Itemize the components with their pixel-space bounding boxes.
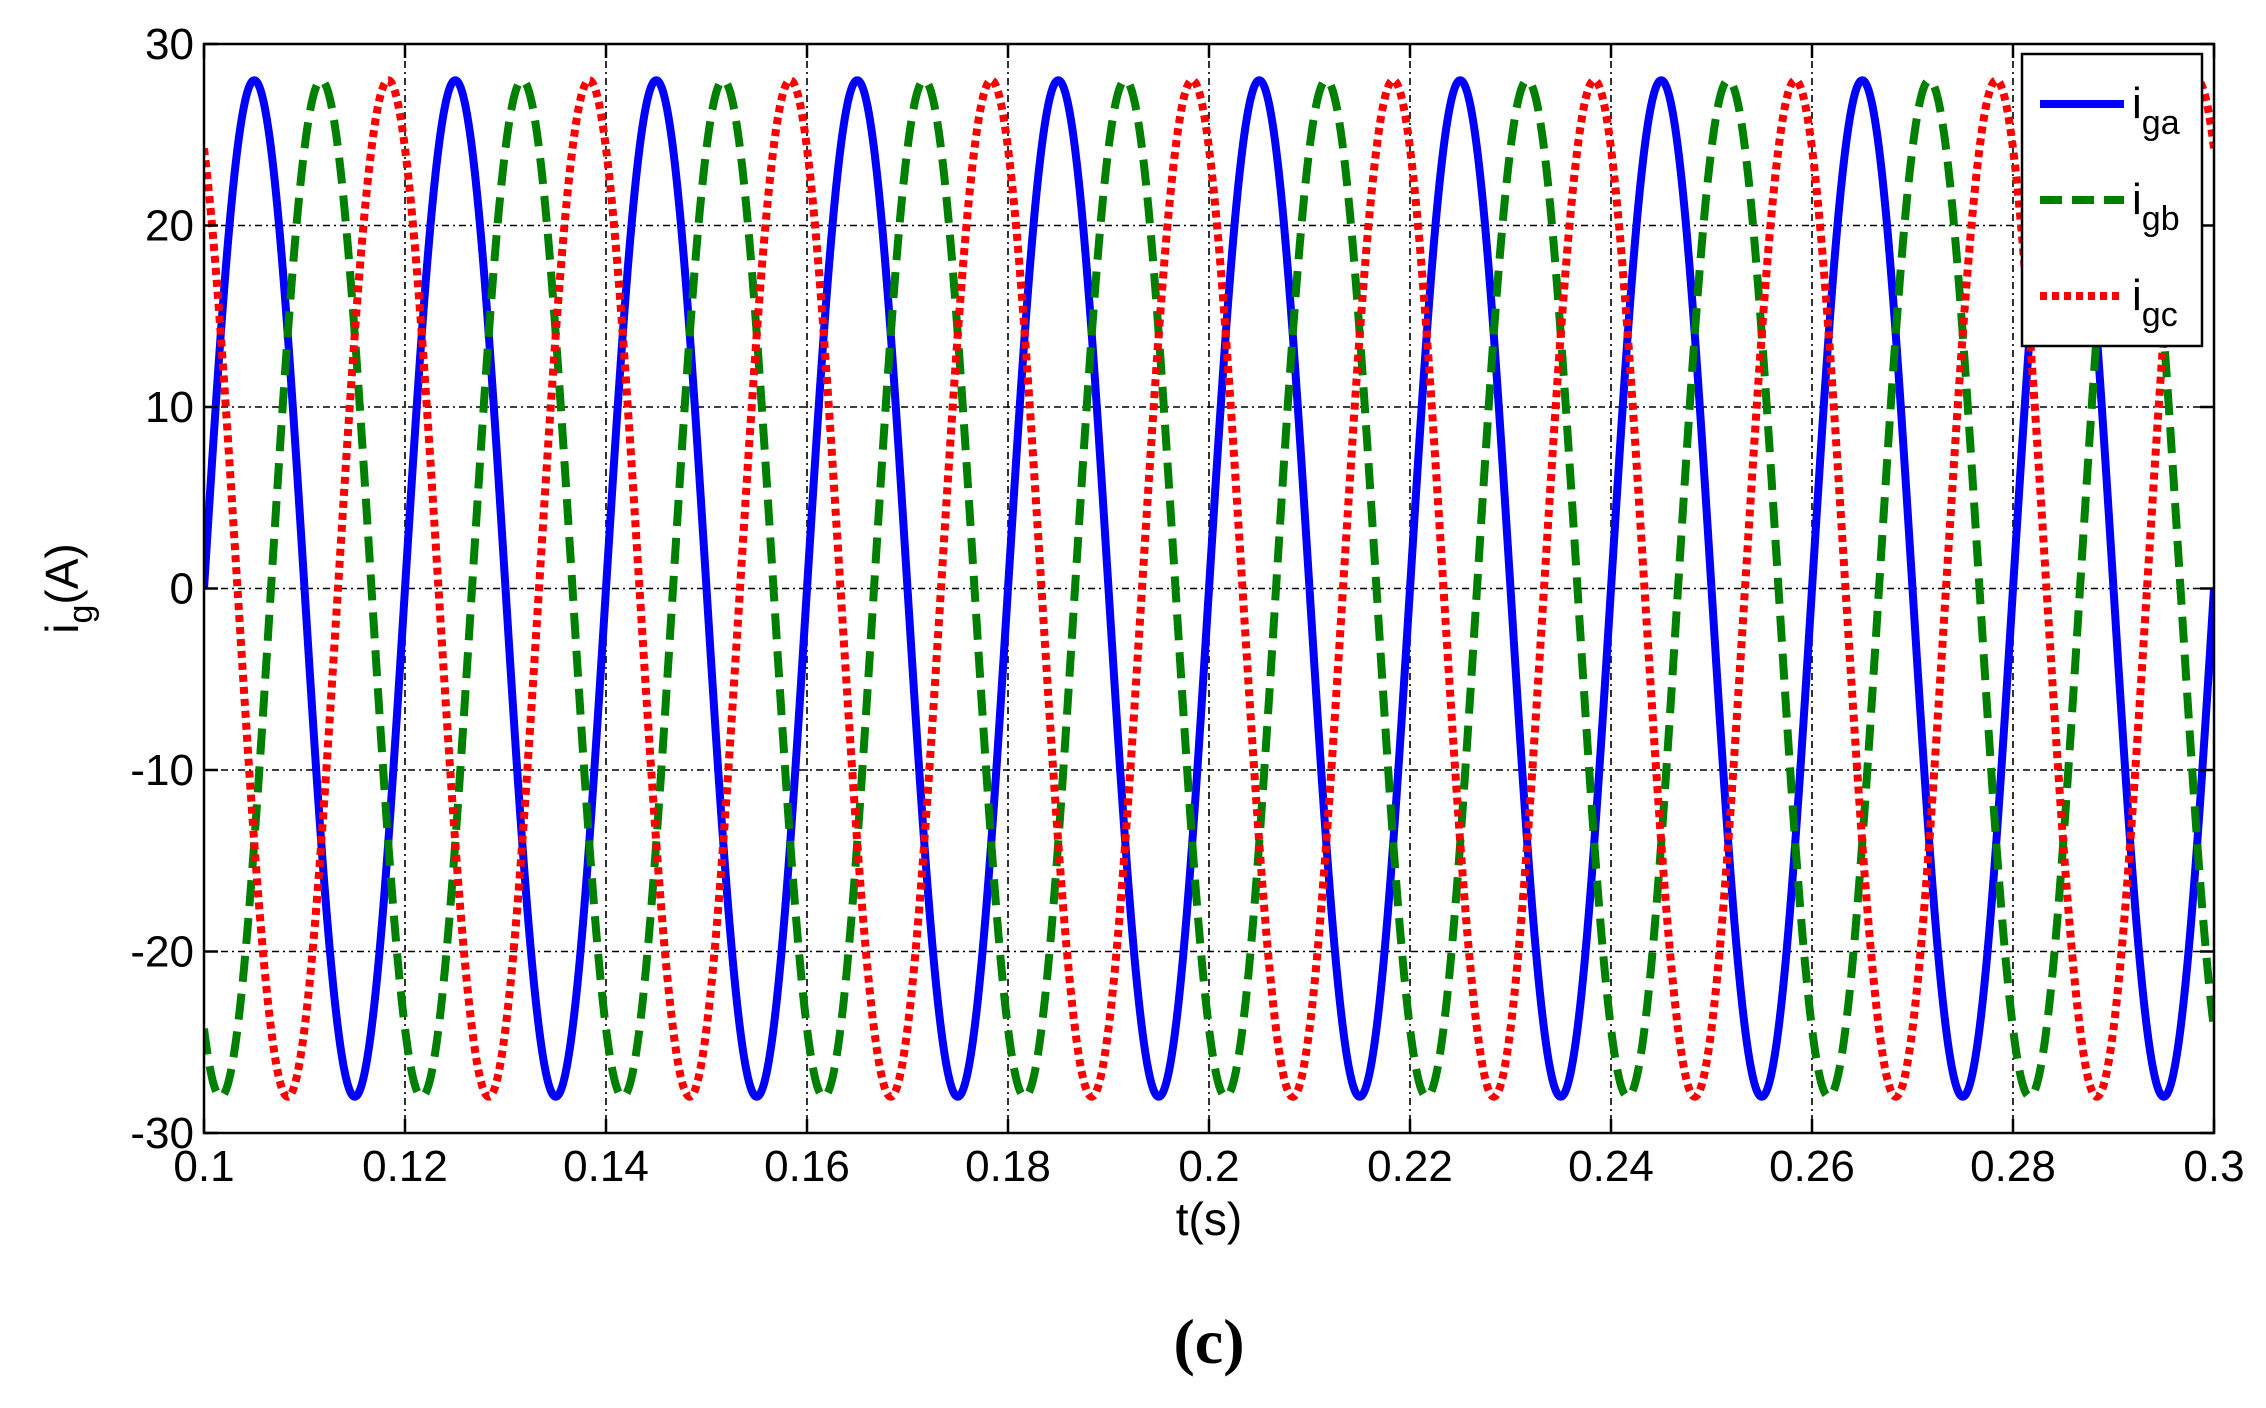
y-tick-label: 10: [145, 383, 194, 432]
x-tick-label: 0.24: [1568, 1142, 1654, 1191]
legend-entry: igb: [2040, 175, 2180, 238]
x-tick-label: 0.1: [173, 1142, 234, 1191]
y-tick-label: -20: [130, 928, 194, 977]
series-line-i-gc: [204, 76, 2214, 1101]
x-tick-label: 0.12: [362, 1142, 448, 1191]
y-axis-label: ig(A): [36, 543, 100, 633]
x-tick-label: 0.16: [764, 1142, 850, 1191]
y-axis-label-unit: (A): [36, 543, 88, 604]
y-tick-label: 30: [145, 20, 194, 69]
svg-text:ig(A): ig(A): [36, 543, 100, 633]
y-axis-label-subscript: g: [62, 605, 100, 624]
axis-ticks: [202, 42, 2216, 1135]
legend-entry: igc: [2040, 271, 2178, 334]
x-tick-label: 0.3: [2183, 1142, 2244, 1191]
y-tick-label: -10: [130, 746, 194, 795]
legend-entry: iga: [2040, 79, 2180, 142]
x-tick-label: 0.26: [1769, 1142, 1855, 1191]
series-line-i-gb: [204, 76, 2214, 1101]
legend-label: igc: [2132, 271, 2178, 334]
x-tick-label: 0.2: [1178, 1142, 1239, 1191]
x-tick-label: 0.28: [1970, 1142, 2056, 1191]
y-tick-label: 20: [145, 202, 194, 251]
series-line-i-ga: [204, 76, 2214, 1101]
x-tick-label: 0.14: [563, 1142, 649, 1191]
x-tick-labels: 0.1 0.12 0.14 0.16 0.18 0.2 0.22 0.24 0.26 0.28 0.…: [173, 1142, 2244, 1191]
legend-label: iga: [2132, 79, 2180, 142]
legend: iga igb igc: [2020, 52, 2204, 348]
legend-label: igb: [2132, 175, 2180, 238]
series-lines: [204, 76, 2214, 1101]
y-axis-label-main: i: [36, 624, 88, 634]
x-tick-label: 0.18: [965, 1142, 1051, 1191]
y-tick-label: 0: [170, 565, 194, 614]
y-tick-labels: -30 -20 -10 0 10 20 30: [130, 20, 194, 1158]
x-tick-label: 0.22: [1367, 1142, 1453, 1191]
y-tick-label: -30: [130, 1109, 194, 1158]
panel-caption: (c): [1173, 1306, 1244, 1377]
x-axis-label: t(s): [1176, 1193, 1242, 1245]
